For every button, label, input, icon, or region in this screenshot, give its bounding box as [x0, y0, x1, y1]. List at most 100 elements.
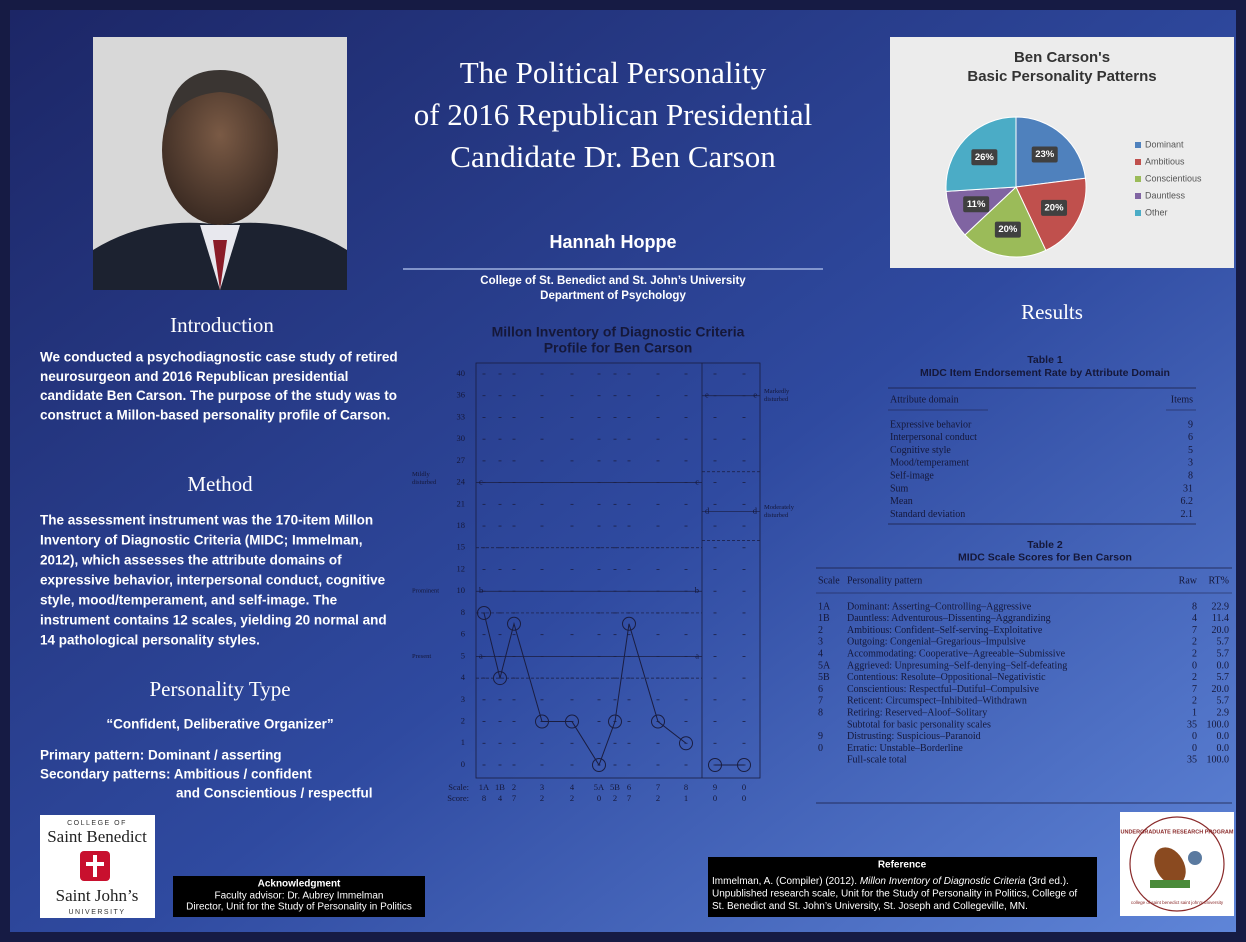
table-cell: Retiring: Reserved–Aloof–Solitary: [847, 707, 987, 718]
affiliation: College of St. Benedict and St. John’s U…: [480, 275, 746, 287]
table-cell: Conscientious: Respectful–Dutiful–Compul…: [847, 684, 1039, 695]
threshold-label: Prominent: [412, 588, 439, 595]
profile-point: [622, 616, 636, 631]
threshold-letter: b: [479, 585, 483, 595]
table-cell: 0: [1192, 660, 1197, 671]
intro-text: We conducted a psychodiagnostic case stu…: [40, 350, 398, 365]
reference-part: Millon Inventory of Diagnostic Criteria: [860, 876, 1026, 887]
table-cell: Ambitious: Confident–Self-serving–Exploi…: [847, 625, 1043, 636]
score-value: 7: [627, 793, 631, 803]
legend-label: Dominant: [1145, 139, 1184, 149]
photo: [93, 37, 347, 290]
pie-label-box: [1031, 146, 1058, 163]
title: The Political Personality: [460, 55, 767, 90]
legend-swatch: [1135, 159, 1141, 165]
table-cell: Dauntless: Adventurous–Dissenting–Aggran…: [847, 613, 1051, 624]
method-text: 14 pathological personality styles.: [40, 633, 260, 648]
score-label: Score:: [447, 793, 469, 803]
profile-point: [535, 714, 549, 729]
table-cell: 22.9: [1212, 601, 1230, 612]
table-cell: 100.0: [1207, 719, 1230, 730]
x-tick-label: 1A: [479, 782, 490, 792]
score-value: 1: [684, 793, 688, 803]
table-cell: Interpersonal conduct: [890, 432, 977, 443]
y-tick-label: 1: [461, 737, 465, 747]
table-header: Attribute domain: [890, 394, 959, 405]
legend-label: Conscientious: [1145, 173, 1202, 183]
table-cell: 9: [818, 731, 823, 742]
pie-label: 20%: [998, 224, 1018, 235]
reference-heading: Reference: [878, 860, 927, 871]
table-cell: Distrusting: Suspicious–Paranoid: [847, 731, 981, 742]
intro-text: neurosurgeon and 2016 Republican preside…: [40, 369, 348, 384]
table-cell: 20.0: [1212, 684, 1230, 695]
profile-point: [477, 605, 491, 620]
logo-left: [40, 815, 155, 918]
legend-swatch: [1135, 142, 1141, 148]
y-tick-label: 27: [457, 455, 466, 465]
profile-line: [483, 612, 687, 767]
table-cell: 2.9: [1217, 707, 1230, 718]
threshold-letter: c: [695, 477, 699, 487]
y-tick-label: 4: [461, 672, 466, 682]
table-header: Personality pattern: [847, 575, 922, 586]
section-heading: Personality Type: [149, 677, 290, 701]
pie-label-box: [994, 221, 1021, 238]
threshold-letter: a: [479, 650, 483, 660]
x-tick-label: 8: [684, 782, 688, 792]
y-tick-label: 2: [461, 716, 465, 726]
table-cell: Aggrieved: Unpresuming–Self-denying–Self…: [847, 660, 1067, 671]
pie-label-box: [963, 196, 990, 213]
score-value: 0: [597, 793, 601, 803]
logo-text: college of saint benedict saint john's u…: [1131, 900, 1224, 905]
profile-point: [679, 736, 693, 751]
table-cell: 3: [1188, 458, 1193, 469]
acknowledgment-heading: Acknowledgment: [258, 879, 341, 890]
pie-label: 11%: [967, 199, 986, 210]
reference-box: [708, 857, 1097, 917]
table-cell: 7: [818, 696, 823, 707]
pie-label: 23%: [1035, 149, 1055, 160]
table-cell: 0.0: [1217, 660, 1230, 671]
table-cell: 0: [818, 743, 823, 754]
table-header: Raw: [1179, 575, 1198, 586]
x-tick-label: 2: [512, 782, 516, 792]
table-cell: 2: [1192, 648, 1197, 659]
table-cell: 5.7: [1217, 672, 1230, 683]
table-cell: Accommodating: Cooperative–Agreeable–Sub…: [847, 648, 1066, 659]
score-value: 2: [656, 793, 660, 803]
pie-label-box: [1041, 199, 1068, 216]
logo-text: COLLEGE OF: [67, 820, 127, 827]
profile-title: Profile for Ben Carson: [544, 340, 693, 356]
method-text: The assessment instrument was the 170-it…: [40, 513, 373, 528]
table-cell: Sum: [890, 483, 909, 494]
profile-point: [708, 758, 722, 772]
score-value: 2: [613, 793, 617, 803]
profile-point: [737, 758, 751, 772]
table-cell: 6: [1188, 432, 1193, 443]
y-tick-label: 21: [457, 498, 466, 508]
motto: “Confident, Deliberative Organizer”: [106, 717, 333, 732]
table-cell: 20.0: [1212, 625, 1230, 636]
method-text: Inventory of Diagnostic Criteria (MIDC; …: [40, 533, 363, 548]
y-tick-label: 18: [457, 520, 466, 530]
legend-swatch: [1135, 193, 1141, 199]
x-tick-label: 0: [742, 782, 746, 792]
x-tick-label: 9: [713, 782, 717, 792]
section-heading: Method: [187, 472, 253, 496]
table-cell: 5.7: [1217, 696, 1230, 707]
logo-text: Saint Benedict: [47, 827, 147, 846]
x-axis-label: Scale:: [448, 782, 469, 792]
pie-label: 26%: [975, 152, 995, 163]
table-cell: 8: [1188, 470, 1193, 481]
title: of 2016 Republican Presidential: [414, 97, 813, 132]
table-cell: 5.7: [1217, 637, 1230, 648]
table-cell: 100.0: [1207, 755, 1230, 766]
y-tick-label: 15: [457, 542, 466, 552]
table-title: Table 1: [1027, 354, 1063, 366]
acknowledgment-text: Director, Unit for the Study of Personal…: [186, 902, 412, 913]
threshold-label: Markedly: [764, 388, 790, 395]
table-cell: 31: [1183, 483, 1193, 494]
table-cell: 2: [818, 625, 823, 636]
